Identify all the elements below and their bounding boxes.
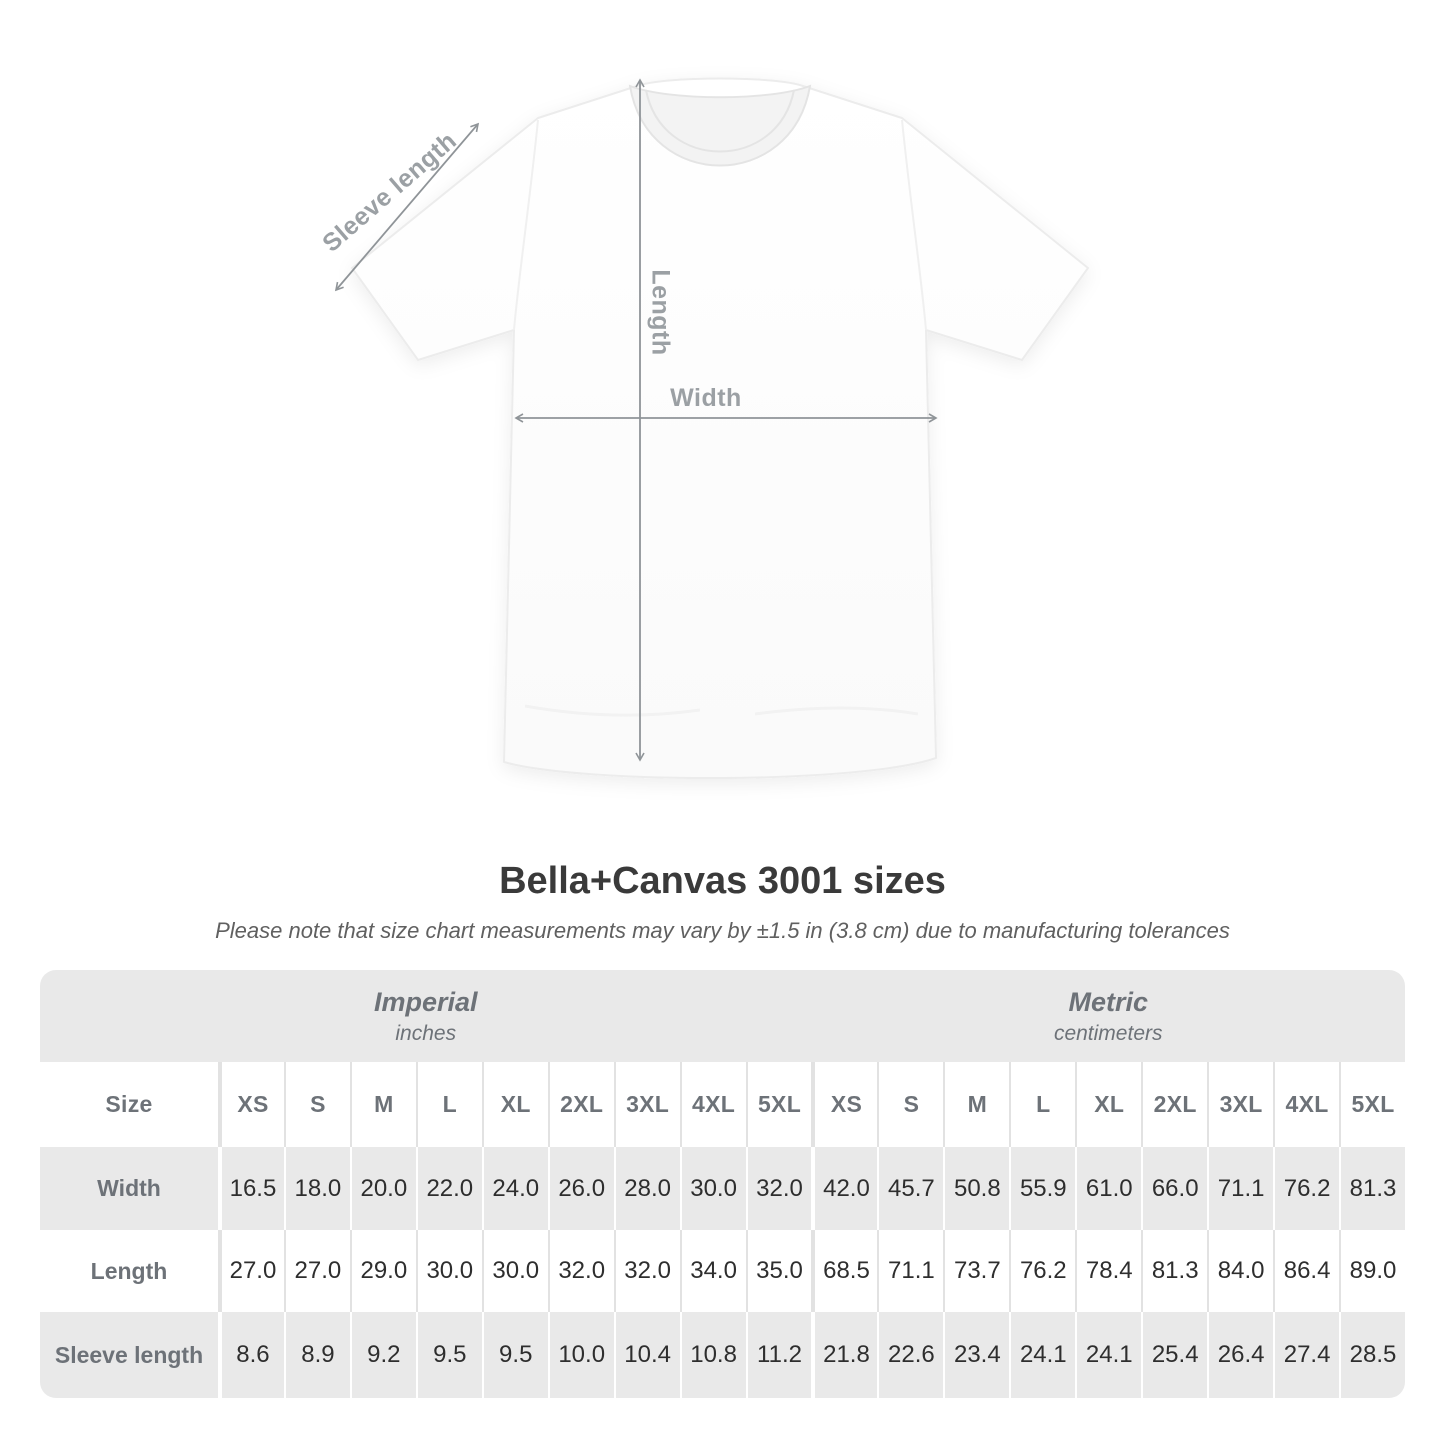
tshirt-body (351, 77, 1089, 780)
value-cell-imperial: 30.0 (679, 1147, 746, 1230)
value-cell-metric: 68.5 (811, 1230, 878, 1312)
row-label: Length (40, 1230, 218, 1312)
value-cell-metric: 24.1 (1075, 1312, 1142, 1398)
value-cell-metric: 71.1 (877, 1230, 944, 1312)
size-header-metric: XS (811, 1062, 878, 1147)
value-cell-metric: 73.7 (943, 1230, 1010, 1312)
value-cell-metric: 27.4 (1273, 1312, 1340, 1398)
length-label: Length (646, 269, 675, 356)
size-header-metric: S (877, 1062, 944, 1147)
size-header-metric: XL (1075, 1062, 1142, 1147)
value-cell-metric: 81.3 (1339, 1147, 1405, 1230)
tolerance-note: Please note that size chart measurements… (215, 918, 1230, 943)
metric-group-unit: centimeters (1053, 1021, 1163, 1045)
row-label: Sleeve length (40, 1312, 218, 1398)
size-header-imperial: S (283, 1062, 350, 1147)
value-cell-imperial: 11.2 (745, 1312, 812, 1398)
value-cell-metric: 21.8 (811, 1312, 878, 1398)
value-cell-imperial: 10.0 (547, 1312, 614, 1398)
size-header-imperial: 2XL (547, 1062, 614, 1147)
size-header-metric: 4XL (1273, 1062, 1340, 1147)
value-cell-metric: 23.4 (943, 1312, 1010, 1398)
value-cell-metric: 86.4 (1273, 1230, 1340, 1312)
size-header-metric: 5XL (1339, 1062, 1405, 1147)
size-column-header: Size (40, 1062, 218, 1147)
value-cell-metric: 76.2 (1273, 1147, 1340, 1230)
size-header-imperial: 5XL (745, 1062, 812, 1147)
value-cell-imperial: 8.6 (218, 1312, 284, 1398)
value-cell-imperial: 9.5 (415, 1312, 482, 1398)
metric-group-title: Metric (1068, 986, 1148, 1017)
size-header-imperial: L (415, 1062, 482, 1147)
value-cell-metric: 28.5 (1339, 1312, 1405, 1398)
value-cell-imperial: 18.0 (283, 1147, 350, 1230)
value-cell-imperial: 27.0 (283, 1230, 350, 1312)
tshirt-diagram: Sleeve length Length Width (317, 77, 1089, 780)
imperial-group-unit: inches (395, 1021, 457, 1045)
value-cell-imperial: 16.5 (218, 1147, 284, 1230)
size-header-imperial: XS (218, 1062, 284, 1147)
value-cell-metric: 61.0 (1075, 1147, 1142, 1230)
value-cell-imperial: 8.9 (283, 1312, 350, 1398)
value-cell-imperial: 9.5 (481, 1312, 548, 1398)
value-cell-imperial: 10.4 (613, 1312, 680, 1398)
value-cell-metric: 76.2 (1009, 1230, 1076, 1312)
value-cell-imperial: 24.0 (481, 1147, 548, 1230)
value-cell-imperial: 32.0 (613, 1230, 680, 1312)
value-cell-metric: 55.9 (1009, 1147, 1076, 1230)
imperial-group-title: Imperial (373, 986, 478, 1017)
tshirt-illustration (334, 77, 1089, 780)
value-cell-imperial: 28.0 (613, 1147, 680, 1230)
value-cell-imperial: 32.0 (547, 1230, 614, 1312)
value-cell-imperial: 9.2 (349, 1312, 416, 1398)
value-cell-imperial: 22.0 (415, 1147, 482, 1230)
value-cell-metric: 26.4 (1207, 1312, 1274, 1398)
size-header-imperial: XL (481, 1062, 548, 1147)
size-header-metric: 2XL (1141, 1062, 1208, 1147)
value-cell-imperial: 35.0 (745, 1230, 812, 1312)
value-cell-imperial: 29.0 (349, 1230, 416, 1312)
value-cell-metric: 42.0 (811, 1147, 878, 1230)
value-cell-metric: 50.8 (943, 1147, 1010, 1230)
value-cell-imperial: 32.0 (745, 1147, 812, 1230)
value-cell-metric: 45.7 (877, 1147, 944, 1230)
unit-group-metric: Metric centimeters (811, 970, 1405, 1062)
value-cell-metric: 66.0 (1141, 1147, 1208, 1230)
value-cell-metric: 71.1 (1207, 1147, 1274, 1230)
value-cell-metric: 25.4 (1141, 1312, 1208, 1398)
value-cell-metric: 84.0 (1207, 1230, 1274, 1312)
sleeve-length-arrow (334, 122, 480, 292)
unit-group-imperial: Imperial inches (40, 970, 812, 1062)
size-header-metric: 3XL (1207, 1062, 1274, 1147)
width-label: Width (670, 384, 742, 412)
value-cell-imperial: 27.0 (218, 1230, 284, 1312)
value-cell-metric: 89.0 (1339, 1230, 1405, 1312)
size-header-metric: M (943, 1062, 1010, 1147)
value-cell-imperial: 30.0 (481, 1230, 548, 1312)
value-cell-metric: 22.6 (877, 1312, 944, 1398)
measurement-arrows (334, 78, 938, 762)
value-cell-imperial: 30.0 (415, 1230, 482, 1312)
size-header-imperial: M (349, 1062, 416, 1147)
value-cell-imperial: 34.0 (679, 1230, 746, 1312)
value-cell-metric: 81.3 (1141, 1230, 1208, 1312)
size-header-imperial: 4XL (679, 1062, 746, 1147)
size-table-grid: Imperial inches Metric centimeters Size X… (40, 970, 1405, 1398)
value-cell-imperial: 26.0 (547, 1147, 614, 1230)
value-cell-metric: 78.4 (1075, 1230, 1142, 1312)
value-cell-imperial: 10.8 (679, 1312, 746, 1398)
size-header-metric: L (1009, 1062, 1076, 1147)
row-label: Width (40, 1147, 218, 1230)
value-cell-metric: 24.1 (1009, 1312, 1076, 1398)
page-title: Bella+Canvas 3001 sizes (499, 860, 946, 902)
size-header-imperial: 3XL (613, 1062, 680, 1147)
value-cell-imperial: 20.0 (349, 1147, 416, 1230)
